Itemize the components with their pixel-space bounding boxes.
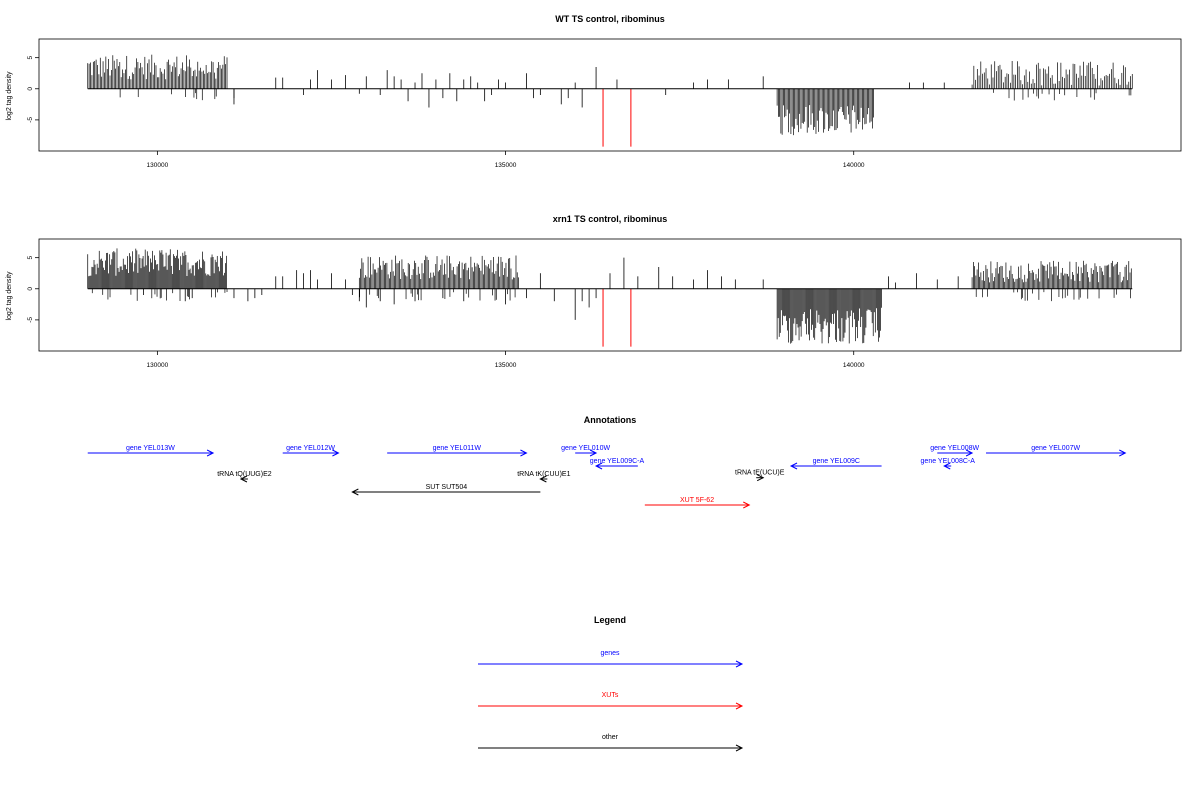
x-tick-label: 130000 bbox=[147, 162, 169, 169]
legend-arrowhead bbox=[735, 702, 744, 710]
x-tick-label: 130000 bbox=[147, 362, 169, 369]
xrn1-axes: -5 0 5 130000 135000 140000 bbox=[27, 255, 1133, 369]
annotation-label: gene YEL010W bbox=[561, 445, 610, 452]
legend-label: genes bbox=[600, 650, 620, 657]
annotation-arrowhead bbox=[594, 462, 603, 470]
y-tick-label: -5 bbox=[27, 117, 34, 123]
annotation-arrowhead bbox=[789, 462, 798, 470]
legend-label: other bbox=[602, 734, 619, 741]
legend-arrowhead bbox=[735, 660, 744, 668]
annotation-arrowhead bbox=[1119, 449, 1127, 457]
annotation-label: gene YEL012W bbox=[286, 445, 335, 452]
annotation-arrowhead bbox=[589, 449, 598, 457]
annotation-arrowhead bbox=[239, 475, 248, 483]
annotation-label: SUT SUT504 bbox=[426, 484, 468, 491]
annotation-arrowhead bbox=[206, 449, 215, 457]
annotation-label: gene YEL011W bbox=[433, 445, 482, 452]
legend-title: Legend bbox=[594, 615, 626, 625]
wt-panel: WT TS control, ribominus log2 tag densit… bbox=[6, 14, 1182, 169]
xrn1-bars bbox=[87, 248, 1132, 347]
annotation-arrowhead bbox=[332, 449, 340, 457]
legend-arrowhead bbox=[735, 744, 744, 752]
annotation-label: gene YEL013W bbox=[126, 445, 175, 452]
annotation-label: tRNA tQ(UUG)E2 bbox=[217, 471, 272, 478]
annotation-label: gene YEL009C-A bbox=[590, 458, 645, 465]
annotation-items: gene YEL013W gene YEL012W gene YEL011W gene… bbox=[87, 445, 1127, 509]
annotation-label: XUT 5F-62 bbox=[680, 497, 714, 504]
xrn1-panel: xrn1 TS control, ribominus log2 tag dens… bbox=[6, 214, 1182, 369]
y-tick-label: 5 bbox=[27, 255, 34, 259]
legend-panel: Legend genes XUTs other bbox=[478, 615, 744, 752]
annotation-arrowhead bbox=[351, 488, 359, 496]
wt-panel-ylabel: log2 tag density bbox=[6, 71, 13, 121]
annotations-title: Annotations bbox=[584, 415, 637, 425]
annotation-arrowhead bbox=[520, 449, 528, 457]
x-tick-label: 140000 bbox=[843, 162, 865, 169]
annotation-arrowhead bbox=[539, 475, 547, 483]
wt-bars bbox=[87, 54, 1133, 147]
y-tick-label: 0 bbox=[27, 287, 34, 291]
x-tick-label: 140000 bbox=[843, 362, 865, 369]
annotation-label: gene YEL009C bbox=[813, 458, 860, 465]
annotation-arrowhead bbox=[756, 474, 765, 482]
wt-axes: -5 0 5 130000 135000 140000 bbox=[27, 55, 1133, 169]
xrn1-panel-frame bbox=[38, 238, 1182, 352]
x-tick-label: 135000 bbox=[495, 362, 517, 369]
y-tick-label: 0 bbox=[27, 87, 34, 91]
annotation-label: gene YEL008C-A bbox=[921, 458, 976, 465]
legend-label: XUTs bbox=[602, 692, 619, 699]
annotation-arrowhead bbox=[965, 449, 974, 457]
annotation-label: tRNA tE(UCU)E bbox=[735, 470, 785, 477]
wt-panel-title: WT TS control, ribominus bbox=[555, 14, 665, 24]
wt-panel-frame bbox=[38, 38, 1182, 152]
legend-items: genes XUTs other bbox=[478, 650, 744, 752]
annotation-label: gene YEL007W bbox=[1031, 445, 1080, 452]
xrn1-panel-ylabel: log2 tag density bbox=[6, 271, 13, 321]
annotation-label: tRNA tK(CUU)E1 bbox=[517, 471, 570, 478]
annotation-label: gene YEL008W bbox=[930, 445, 979, 452]
annotation-arrowhead bbox=[943, 462, 951, 470]
xrn1-panel-title: xrn1 TS control, ribominus bbox=[553, 214, 668, 224]
annotation-arrowhead bbox=[743, 501, 751, 509]
y-tick-label: 5 bbox=[27, 55, 34, 59]
x-tick-label: 135000 bbox=[495, 162, 517, 169]
annotations-panel: Annotations gene YEL013W gene YEL012W gene… bbox=[87, 415, 1127, 509]
y-tick-label: -5 bbox=[27, 317, 34, 323]
